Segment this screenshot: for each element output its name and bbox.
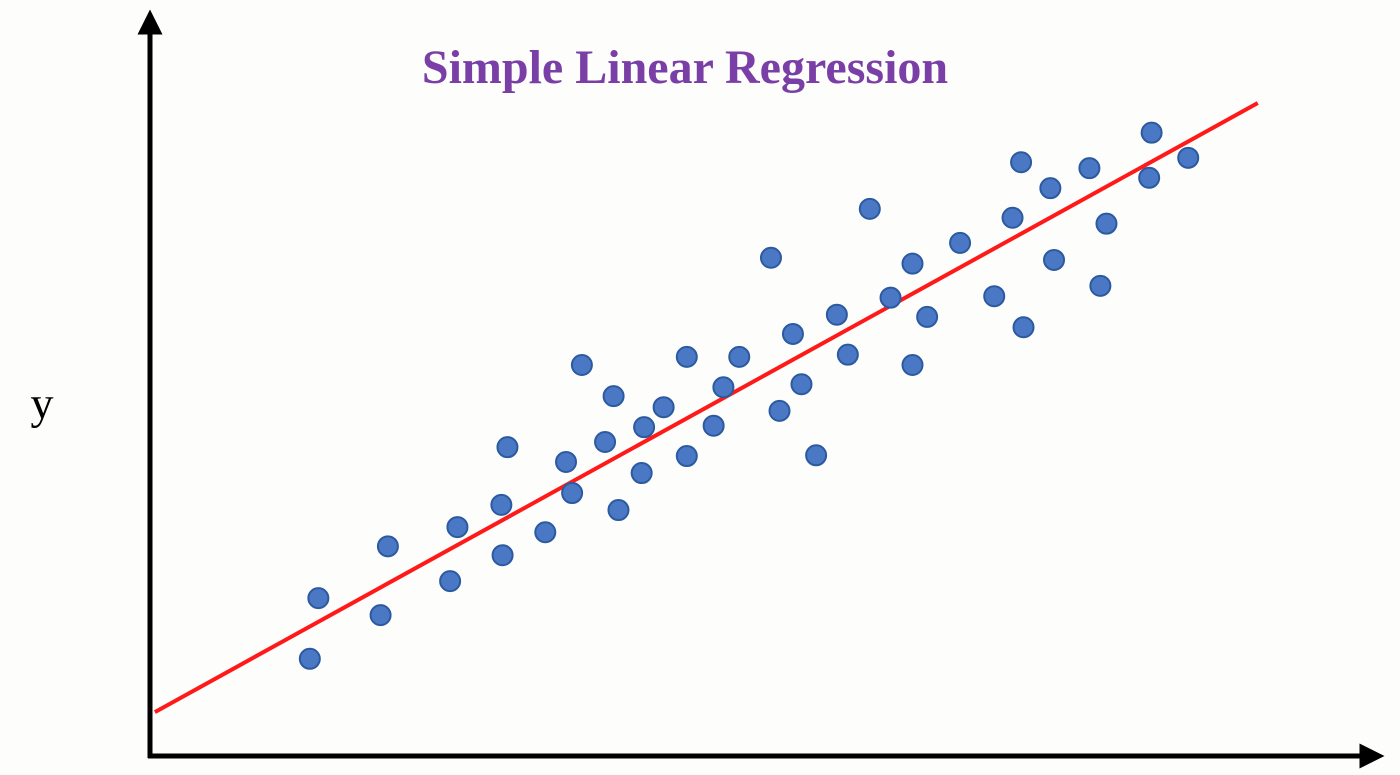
data-point [983,285,1006,308]
data-point [439,570,462,593]
data-point [901,354,924,377]
regression-line [153,101,1259,714]
data-point [1089,274,1112,297]
data-point [490,493,513,516]
data-point [728,345,751,368]
data-point [446,516,469,539]
data-point [1039,177,1062,200]
data-point [790,373,813,396]
data-point [376,535,399,558]
data-point [879,286,902,309]
data-point [712,376,735,399]
data-point [630,462,653,485]
data-point [1012,316,1035,339]
data-point [1140,121,1163,144]
data-point [298,647,321,670]
y-axis-label: y [31,378,54,429]
data-point [1078,157,1101,180]
data-point [949,231,972,254]
data-point [652,396,675,419]
data-point [858,197,881,220]
data-point [1177,146,1200,169]
data-point [1138,166,1161,189]
data-point [1010,151,1033,174]
data-point [633,416,656,439]
data-point [1095,212,1118,235]
data-point [1001,206,1024,229]
data-point [307,587,330,610]
data-point [825,303,848,326]
data-point [805,444,828,467]
chart-title: Simple Linear Regression [422,41,948,94]
data-point [496,436,519,459]
data-point [602,385,625,408]
data-point [561,482,584,505]
data-point [534,521,557,544]
data-point [594,430,617,453]
data-point [570,354,593,377]
data-point [836,343,859,366]
data-point [702,414,725,437]
data-point [916,305,939,328]
data-point [759,246,782,269]
data-point [675,445,698,468]
data-point [555,450,578,473]
data-point [369,604,392,627]
data-point [768,399,791,422]
data-point [1043,248,1066,271]
data-point [901,252,924,275]
data-point [607,499,630,522]
data-point [491,544,514,567]
data-point [781,322,804,345]
data-point [675,345,698,368]
